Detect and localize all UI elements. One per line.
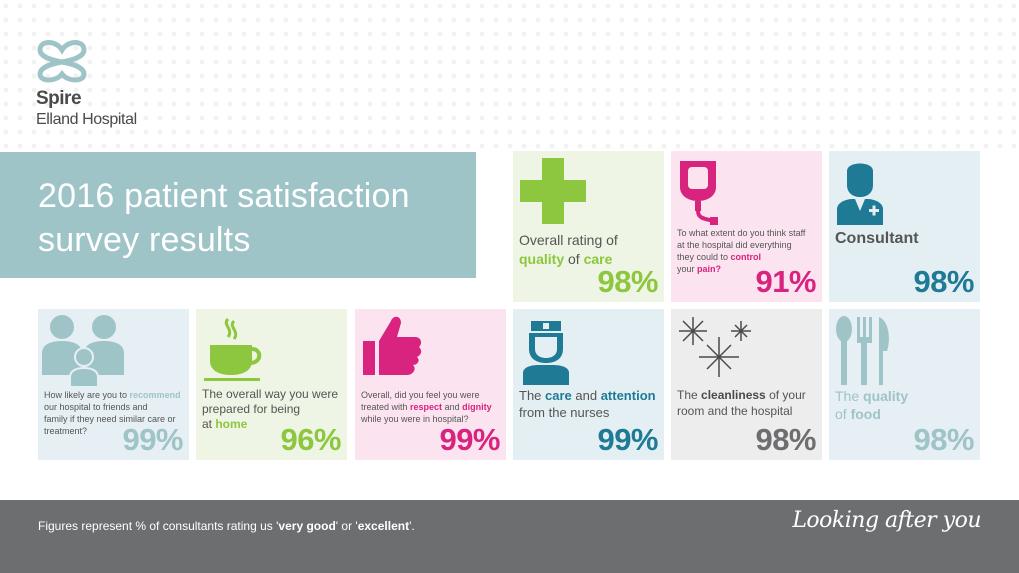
respect-percentage: 99% (439, 422, 500, 457)
spire-logo: Spire Elland Hospital (36, 38, 176, 129)
nurse-icon (523, 321, 569, 385)
pain-hl-control: control (730, 252, 762, 262)
quality-hl-quality: quality (519, 251, 565, 267)
recommend-hl: recommend (129, 390, 181, 400)
nurses-hl-attention: attention (600, 388, 656, 403)
pain-text-3: they could to (677, 252, 731, 262)
footer-tagline: Looking after you (792, 508, 981, 533)
home-text-1: The overall way you were (202, 387, 339, 401)
recommend-text-4: treatment? (44, 426, 88, 436)
sparkle-icon (679, 317, 751, 377)
food-percentage: 98% (913, 422, 974, 457)
home-hl: home (215, 417, 248, 431)
card-prepared-home: The overall way you were prepared for be… (196, 309, 347, 460)
pain-hl-pain: pain? (697, 264, 722, 274)
pain-text-1: To what extent do you think staff (677, 228, 806, 238)
clean-text-2: room and the hospital (677, 404, 793, 418)
food-text-2: of (835, 406, 851, 422)
quality-percentage: 98% (597, 264, 658, 299)
card-food: The quality of food 98% (829, 309, 980, 460)
nurses-hl-care: care (545, 388, 572, 403)
logo-hospital: Elland Hospital (36, 111, 137, 128)
card-cleanliness: The cleanliness of your room and the hos… (671, 309, 822, 460)
nurses-text-and: and (571, 388, 601, 403)
home-percentage: 96% (280, 422, 341, 457)
card-nurses: The care and attention from the nurses 9… (513, 309, 664, 460)
card-recommend: How likely are you to recommend our hosp… (38, 309, 189, 460)
recommend-text-2: our hospital to friends and (44, 402, 148, 412)
food-text-1: The (835, 388, 864, 404)
food-hl-food: food (850, 406, 881, 422)
consultant-percentage: 98% (913, 264, 974, 299)
thumbs-up-icon (363, 316, 422, 375)
home-text-3: at (202, 417, 216, 431)
nurses-text-1: The (519, 388, 546, 403)
clean-text-1: The (677, 388, 702, 402)
card-quality-of-care: Overall rating of quality of care 98% (513, 151, 664, 302)
quality-hl-care: care (583, 251, 613, 267)
clean-text-post: of your (765, 388, 806, 402)
card-pain-control: To what extent do you think staff at the… (671, 151, 822, 302)
background-pattern (0, 0, 1019, 150)
footer-note: Figures represent % of consultants ratin… (38, 519, 415, 533)
heart-logo-icon (37, 40, 87, 83)
recommend-text-3: family if they need similar care or (44, 414, 176, 424)
recommend-percentage: 99% (122, 422, 183, 457)
respect-text-3: while you were in hospital? (361, 414, 469, 424)
cutlery-icon (836, 316, 889, 385)
pain-percentage: 91% (755, 264, 816, 299)
recommend-text-1: How likely are you to (44, 390, 130, 400)
iv-drip-icon (680, 161, 718, 225)
respect-hl-respect: respect (410, 402, 443, 412)
food-hl-quality: quality (863, 388, 909, 404)
respect-hl-dignity: dignity (462, 402, 492, 412)
title-line-1: 2016 patient satisfaction (38, 177, 410, 215)
title-banner: 2016 patient satisfaction survey results (0, 152, 476, 278)
clean-percentage: 98% (755, 422, 816, 457)
nurses-text-2: from the nurses (519, 405, 610, 420)
card-consultant: Consultant 98% (829, 151, 980, 302)
respect-text-and: and (442, 402, 463, 412)
footer-note-post: '. (409, 519, 415, 533)
footer-bar: Figures represent % of consultants ratin… (0, 500, 1019, 573)
consultant-label: Consultant (835, 230, 919, 247)
doctor-icon (837, 163, 883, 225)
plus-cross-icon (520, 158, 586, 224)
footer-note-hl1: very good (278, 519, 336, 533)
pain-text-4: your (677, 264, 698, 274)
coffee-cup-icon (204, 317, 262, 381)
family-icon (42, 315, 124, 387)
respect-text-1: Overall, did you feel you were (361, 390, 480, 400)
footer-note-mid: ' or ' (335, 519, 358, 533)
card-respect-dignity: Overall, did you feel you were treated w… (355, 309, 506, 460)
quality-text-1: Overall rating of (519, 232, 618, 248)
pain-text-2: at the hospital did everything (677, 240, 792, 250)
home-text-2: prepared for being (202, 402, 301, 416)
respect-text-2: treated with (361, 402, 411, 412)
footer-note-hl2: excellent (357, 519, 410, 533)
nurses-percentage: 99% (597, 422, 658, 457)
quality-text-of: of (564, 251, 584, 267)
logo-name: Spire (36, 88, 82, 109)
footer-note-pre: Figures represent % of consultants ratin… (38, 519, 279, 533)
clean-hl: cleanliness (701, 388, 766, 402)
title-line-2: survey results (38, 221, 251, 259)
